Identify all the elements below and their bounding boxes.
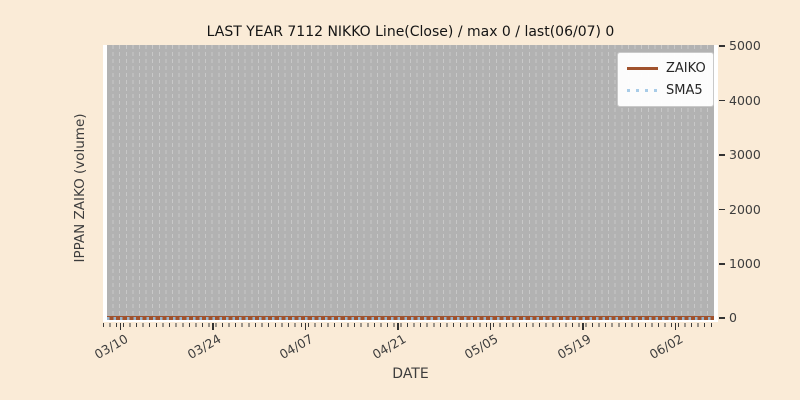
plot-fill-region	[107, 45, 714, 318]
zaiko-line-swatch-icon	[627, 67, 658, 70]
y-tick	[719, 154, 725, 156]
sma5-series-line	[107, 316, 714, 320]
legend: ZAIKO SMA5	[617, 52, 714, 107]
y-tick	[719, 317, 725, 319]
y-tick-label: 3000	[729, 147, 761, 162]
x-major-tick	[212, 323, 214, 330]
legend-item-sma5: SMA5	[627, 84, 713, 97]
y-tick	[719, 45, 725, 47]
x-axis-label: DATE	[392, 366, 429, 382]
sma5-line-swatch-icon	[627, 89, 658, 92]
y-tick	[719, 263, 725, 265]
plot-area: ZAIKO SMA5	[103, 45, 718, 322]
y-tick-label: 4000	[729, 92, 761, 108]
x-axis-minor-ticks	[103, 323, 715, 327]
y-axis-label: IPPAN ZAIKO (volume)	[72, 113, 88, 263]
legend-label-zaiko: ZAIKO	[666, 61, 706, 76]
x-major-tick	[489, 323, 491, 330]
y-tick-label: 2000	[729, 201, 761, 217]
y-tick-label: 1000	[729, 256, 761, 271]
y-tick	[719, 99, 725, 102]
legend-label-sma5: SMA5	[666, 83, 703, 98]
y-tick	[719, 208, 725, 211]
x-major-tick	[582, 323, 584, 330]
legend-item-zaiko: ZAIKO	[627, 62, 713, 75]
x-major-tick	[119, 323, 121, 330]
x-major-tick	[304, 323, 306, 330]
x-major-tick	[397, 323, 399, 330]
y-tick-label: 0	[729, 310, 737, 325]
y-tick-label: 5000	[729, 38, 761, 53]
chart-title: LAST YEAR 7112 NIKKO Line(Close) / max 0…	[206, 24, 615, 40]
x-major-tick	[674, 323, 676, 330]
